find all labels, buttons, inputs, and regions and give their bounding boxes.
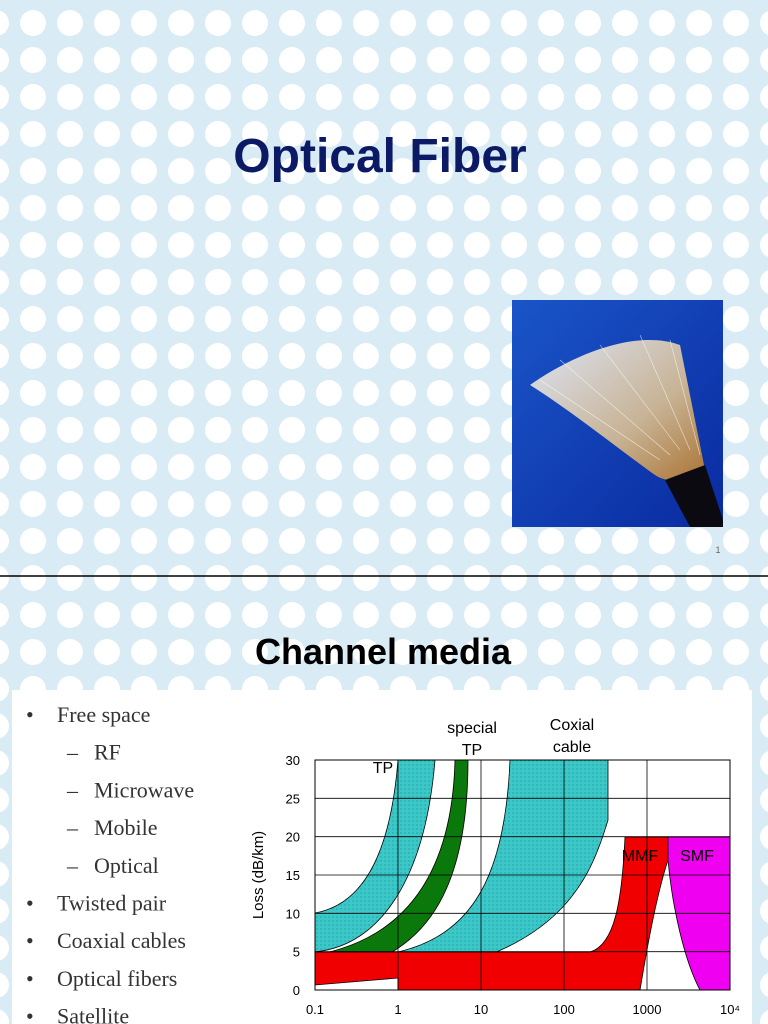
sub-bullet-text: RF <box>94 740 121 765</box>
band-label: cable <box>553 739 591 756</box>
band-label: TP <box>373 760 393 777</box>
y-tick-label: 20 <box>286 830 300 845</box>
bullet-text: Free space <box>57 702 150 727</box>
slide-title: Channel media <box>255 631 512 672</box>
y-tick-label: 30 <box>286 753 300 768</box>
x-tick-label: 1000 <box>633 1002 662 1017</box>
band-label: SMF <box>680 848 714 865</box>
chart: 0 5 10 15 20 25 30 0.1 1 10 100 1000 10⁴ Loss (dB/km)… <box>250 717 740 1017</box>
band-texture <box>398 760 608 978</box>
band-label: Coxial <box>550 717 594 734</box>
bullet-marker: • <box>26 966 34 991</box>
sub-marker: – <box>66 777 79 802</box>
fiber-image <box>512 300 723 527</box>
y-tick-label: 0 <box>293 983 300 998</box>
bullet-marker: • <box>26 1004 34 1024</box>
x-tick-label: 1 <box>394 1002 401 1017</box>
bullet-text: Optical fibers <box>57 966 177 991</box>
x-tick-label: 10 <box>474 1002 488 1017</box>
y-axis-label: Loss (dB/km) <box>250 831 267 919</box>
bullet-marker: • <box>26 928 34 953</box>
sub-bullet-text: Microwave <box>94 777 194 802</box>
y-tick-label: 10 <box>286 906 300 921</box>
sub-bullet-text: Optical <box>94 853 159 878</box>
band-label: special <box>447 720 497 737</box>
band-label: MMF <box>622 848 659 865</box>
y-tick-label: 25 <box>286 791 300 806</box>
x-tick-label: 100 <box>553 1002 575 1017</box>
slide-title: Optical Fiber <box>233 130 526 183</box>
x-tick-label: 10⁴ <box>720 1002 740 1017</box>
plot-border <box>314 759 731 991</box>
bullet-text: Satellite <box>57 1004 129 1024</box>
bullet-marker: • <box>26 702 34 727</box>
band-texture <box>315 760 435 952</box>
sub-marker: – <box>66 740 79 765</box>
band-label: TP <box>462 742 482 759</box>
slide-number: 1 <box>715 545 720 555</box>
bullet-text: Twisted pair <box>57 891 167 916</box>
bullet-text: Coaxial cables <box>57 928 186 953</box>
sub-marker: – <box>66 815 79 840</box>
sub-bullet-text: Mobile <box>94 815 158 840</box>
bullet-marker: • <box>26 891 34 916</box>
bullet-list: • Free space– RF– Microwave– Mobile– Optical•… <box>26 702 194 1024</box>
sub-marker: – <box>66 853 79 878</box>
y-tick-label: 15 <box>286 868 300 883</box>
x-tick-label: 0.1 <box>306 1002 324 1017</box>
y-tick-label: 5 <box>293 945 300 960</box>
